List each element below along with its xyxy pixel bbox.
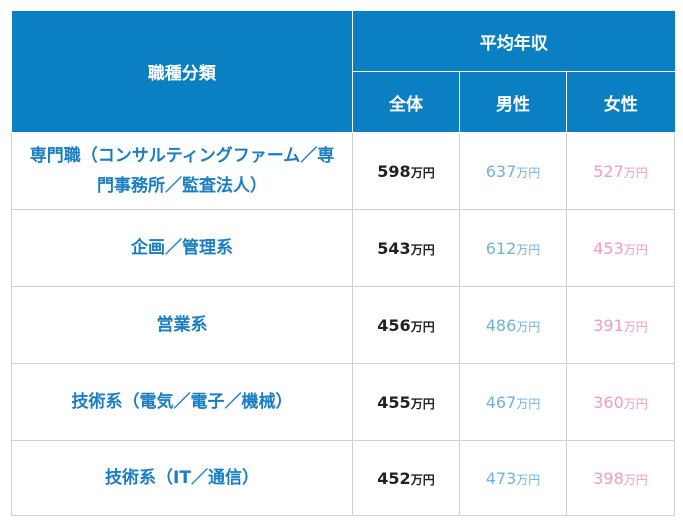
header-average-salary: 平均年収: [351, 11, 675, 72]
table-row: 専門職（コンサルティングファーム／専門事務所／監査法人） 598万円 637万円…: [11, 132, 676, 210]
row-category: 営業系: [11, 286, 353, 364]
row-category: 技術系（IT／通信）: [11, 440, 353, 516]
header-category: 職種分類: [11, 11, 353, 133]
table-row: 企画／管理系 543万円 612万円 453万円: [11, 209, 676, 287]
cell-total: 455万円: [352, 363, 460, 441]
cell-total: 598万円: [352, 132, 460, 210]
cell-male: 637万円: [459, 132, 567, 210]
header-total: 全体: [352, 71, 460, 133]
salary-table: 職種分類 平均年収 全体 男性 女性 専門職（コンサルティングファーム／専門事務…: [11, 11, 676, 516]
cell-total: 543万円: [352, 209, 460, 287]
cell-female: 398万円: [565, 440, 676, 516]
header-male: 男性: [459, 71, 567, 133]
table-row: 技術系（電気／電子／機械） 455万円 467万円 360万円: [11, 363, 676, 441]
cell-male: 473万円: [459, 440, 567, 516]
cell-male: 612万円: [459, 209, 567, 287]
header-female: 女性: [565, 71, 675, 133]
row-category: 専門職（コンサルティングファーム／専門事務所／監査法人）: [11, 132, 353, 210]
cell-female: 360万円: [565, 363, 676, 441]
cell-male: 467万円: [459, 363, 567, 441]
row-category: 技術系（電気／電子／機械）: [11, 363, 353, 441]
table-row: 営業系 456万円 486万円 391万円: [11, 286, 676, 364]
salary-table-container: 職種分類 平均年収 全体 男性 女性 専門職（コンサルティングファーム／専門事務…: [11, 11, 676, 516]
cell-male: 486万円: [459, 286, 567, 364]
row-category: 企画／管理系: [11, 209, 353, 287]
cell-female: 391万円: [565, 286, 676, 364]
cell-female: 527万円: [565, 132, 676, 210]
table-row: 技術系（IT／通信） 452万円 473万円 398万円: [11, 440, 676, 516]
cell-total: 452万円: [352, 440, 460, 516]
cell-female: 453万円: [565, 209, 676, 287]
cell-total: 456万円: [352, 286, 460, 364]
